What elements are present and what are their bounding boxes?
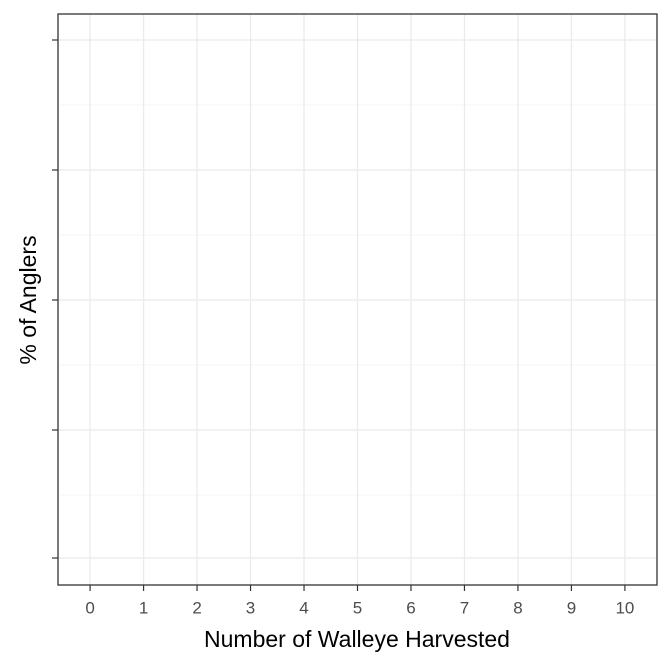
x-tick-label: 4 [299,598,308,617]
x-tick-label: 0 [85,598,94,617]
x-grid [89,14,626,585]
x-tick-label: 10 [615,598,634,617]
x-tick-label: 6 [406,598,415,617]
x-tick-label: 5 [353,598,362,617]
x-tick-label: 9 [567,598,576,617]
x-tick-label: 8 [513,598,522,617]
y-axis-title: % of Anglers [15,235,41,364]
x-tick-label: 2 [192,598,201,617]
x-tick-label: 3 [246,598,255,617]
y-grid [52,39,657,559]
x-tick-label: 1 [139,598,148,617]
x-tick-label: 7 [460,598,469,617]
x-axis-title: Number of Walleye Harvested [204,626,510,652]
